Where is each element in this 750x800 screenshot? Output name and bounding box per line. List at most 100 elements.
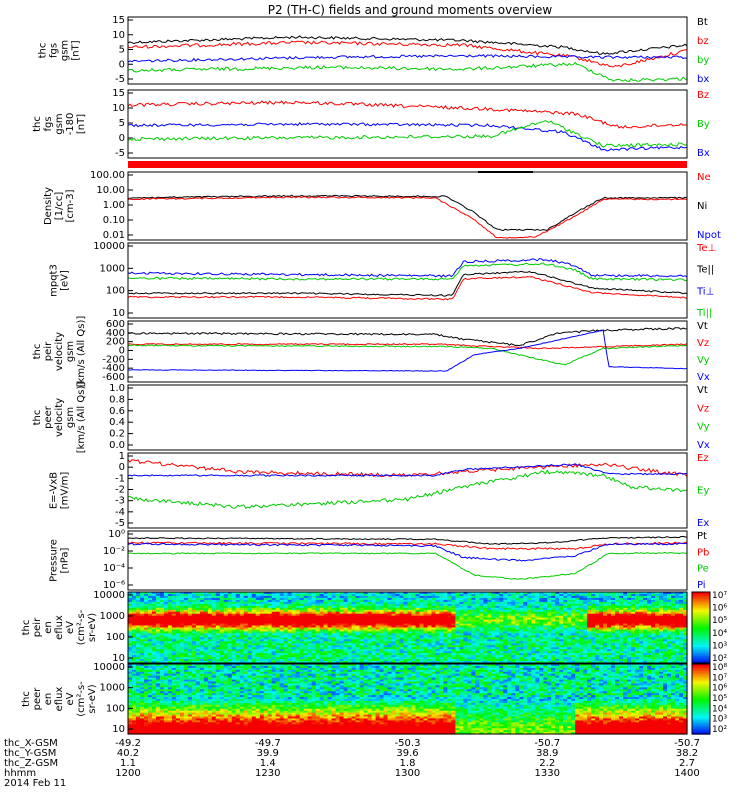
spectrogram-cell — [167, 641, 173, 644]
spectrogram-cell — [347, 637, 353, 640]
spectrogram-cell — [132, 641, 137, 644]
spectrogram-cell — [455, 621, 460, 625]
spectrogram-cell — [195, 611, 201, 615]
spectrogram-cell — [435, 621, 440, 625]
spectrogram-cell — [455, 594, 460, 597]
spectrogram-cell — [491, 659, 496, 662]
spectrogram-cell — [152, 631, 157, 634]
spectrogram-cell — [219, 619, 225, 623]
spectrogram-cell — [487, 635, 492, 638]
spectrogram-cell — [140, 653, 145, 656]
spectrogram-cell — [187, 609, 193, 613]
spectrogram-cell — [155, 627, 161, 631]
spectrogram-cell — [375, 601, 381, 605]
spectrogram-cell — [219, 645, 225, 648]
spectrogram-cell — [607, 651, 612, 654]
spectrogram-cell — [567, 611, 572, 615]
spectrogram-cell — [475, 637, 480, 640]
spectrogram-cell — [655, 641, 660, 644]
spectrogram-cell — [655, 629, 660, 633]
spectrogram-cell — [159, 655, 165, 658]
spectrogram-cell — [531, 655, 536, 658]
spectrogram-cell — [255, 657, 261, 660]
spectrogram-cell — [195, 655, 201, 658]
spectrogram-cell — [435, 611, 440, 615]
spectrogram-cell — [179, 631, 185, 634]
spectrogram-cell — [283, 619, 289, 623]
spectrogram-cell — [455, 623, 460, 627]
spectrogram-cell — [491, 595, 496, 599]
spectrogram-cell — [555, 645, 560, 648]
spectrogram-cell — [307, 629, 313, 633]
spectrogram-cell — [179, 611, 185, 615]
spectrogram-cell — [347, 599, 353, 603]
spectrogram-cell — [235, 627, 241, 631]
spectrogram-cell — [491, 605, 496, 609]
spectrogram-cell — [136, 609, 141, 613]
spectrogram-cell — [535, 592, 540, 595]
spectrogram-cell — [339, 631, 345, 634]
spectrogram-cell — [407, 615, 413, 619]
spectrogram-cell — [615, 601, 620, 605]
spectrogram-cell — [487, 611, 492, 615]
spectrogram-cell — [395, 643, 401, 646]
spectrogram-cell — [527, 637, 532, 640]
spectrogram-cell — [327, 633, 333, 636]
spectrogram-cell — [379, 635, 385, 638]
spectrogram-cell — [327, 629, 333, 633]
spectrogram-cell — [467, 653, 472, 656]
spectrogram-cell — [635, 607, 640, 611]
spectrogram-cell — [239, 653, 245, 656]
spectrogram-cell — [419, 631, 425, 634]
spectrogram-cell — [355, 617, 361, 621]
spectrogram-cell — [395, 605, 401, 609]
spectrogram-cell — [291, 637, 297, 640]
spectrogram-cell — [515, 603, 520, 607]
spectrogram-cell — [323, 627, 329, 631]
spectrogram-cell — [171, 659, 177, 662]
spectrogram-cell — [419, 629, 425, 633]
spectrogram-cell — [411, 621, 417, 625]
spectrogram-cell — [487, 619, 492, 623]
spectrogram-cell — [555, 627, 560, 631]
spectrogram-cell — [611, 637, 616, 640]
spectrogram-cell — [223, 621, 229, 625]
spectrogram-cell — [171, 603, 177, 607]
spectrogram-cell — [247, 592, 253, 595]
spectrogram-cell — [199, 595, 205, 599]
spectrogram-cell — [283, 607, 289, 611]
spectrogram-cell — [607, 621, 612, 625]
spectrogram-cell — [291, 599, 297, 603]
spectrogram-cell — [187, 635, 193, 638]
spectrogram-cell — [627, 639, 632, 642]
spectrogram-cell — [179, 629, 185, 633]
spectrogram-cell — [263, 635, 269, 638]
spectrogram-cell — [491, 611, 496, 615]
spectrogram-cell — [211, 629, 217, 633]
spectrogram-cell — [383, 627, 389, 631]
spectrogram-cell — [419, 639, 425, 642]
spectrogram-cell — [267, 599, 273, 603]
spectrogram-cell — [411, 649, 417, 652]
spectrogram-cell — [387, 621, 393, 625]
spectrogram-cell — [343, 633, 349, 636]
spectrogram-cell — [479, 592, 484, 595]
spectrogram-cell — [183, 611, 189, 615]
spectrogram-cell — [239, 639, 245, 642]
spectrogram-cell — [647, 639, 652, 642]
spectrogram-cell — [323, 605, 329, 609]
spectrogram-cell — [307, 613, 313, 617]
spectrogram-cell — [287, 599, 293, 603]
spectrogram-cell — [651, 643, 656, 646]
spectrogram-cell — [627, 603, 632, 607]
y-tick-label: 10 — [112, 30, 125, 41]
spectrogram-cell — [643, 599, 648, 603]
spectrogram-cell — [415, 641, 421, 644]
spectrogram-cell — [327, 599, 333, 603]
spectrogram-cell — [199, 621, 205, 625]
spectrogram-cell — [479, 609, 484, 613]
spectrogram-cell — [603, 657, 608, 660]
spectrogram-cell — [159, 625, 165, 629]
spectrogram-cell — [323, 594, 329, 597]
spectrogram-cell — [383, 617, 389, 621]
